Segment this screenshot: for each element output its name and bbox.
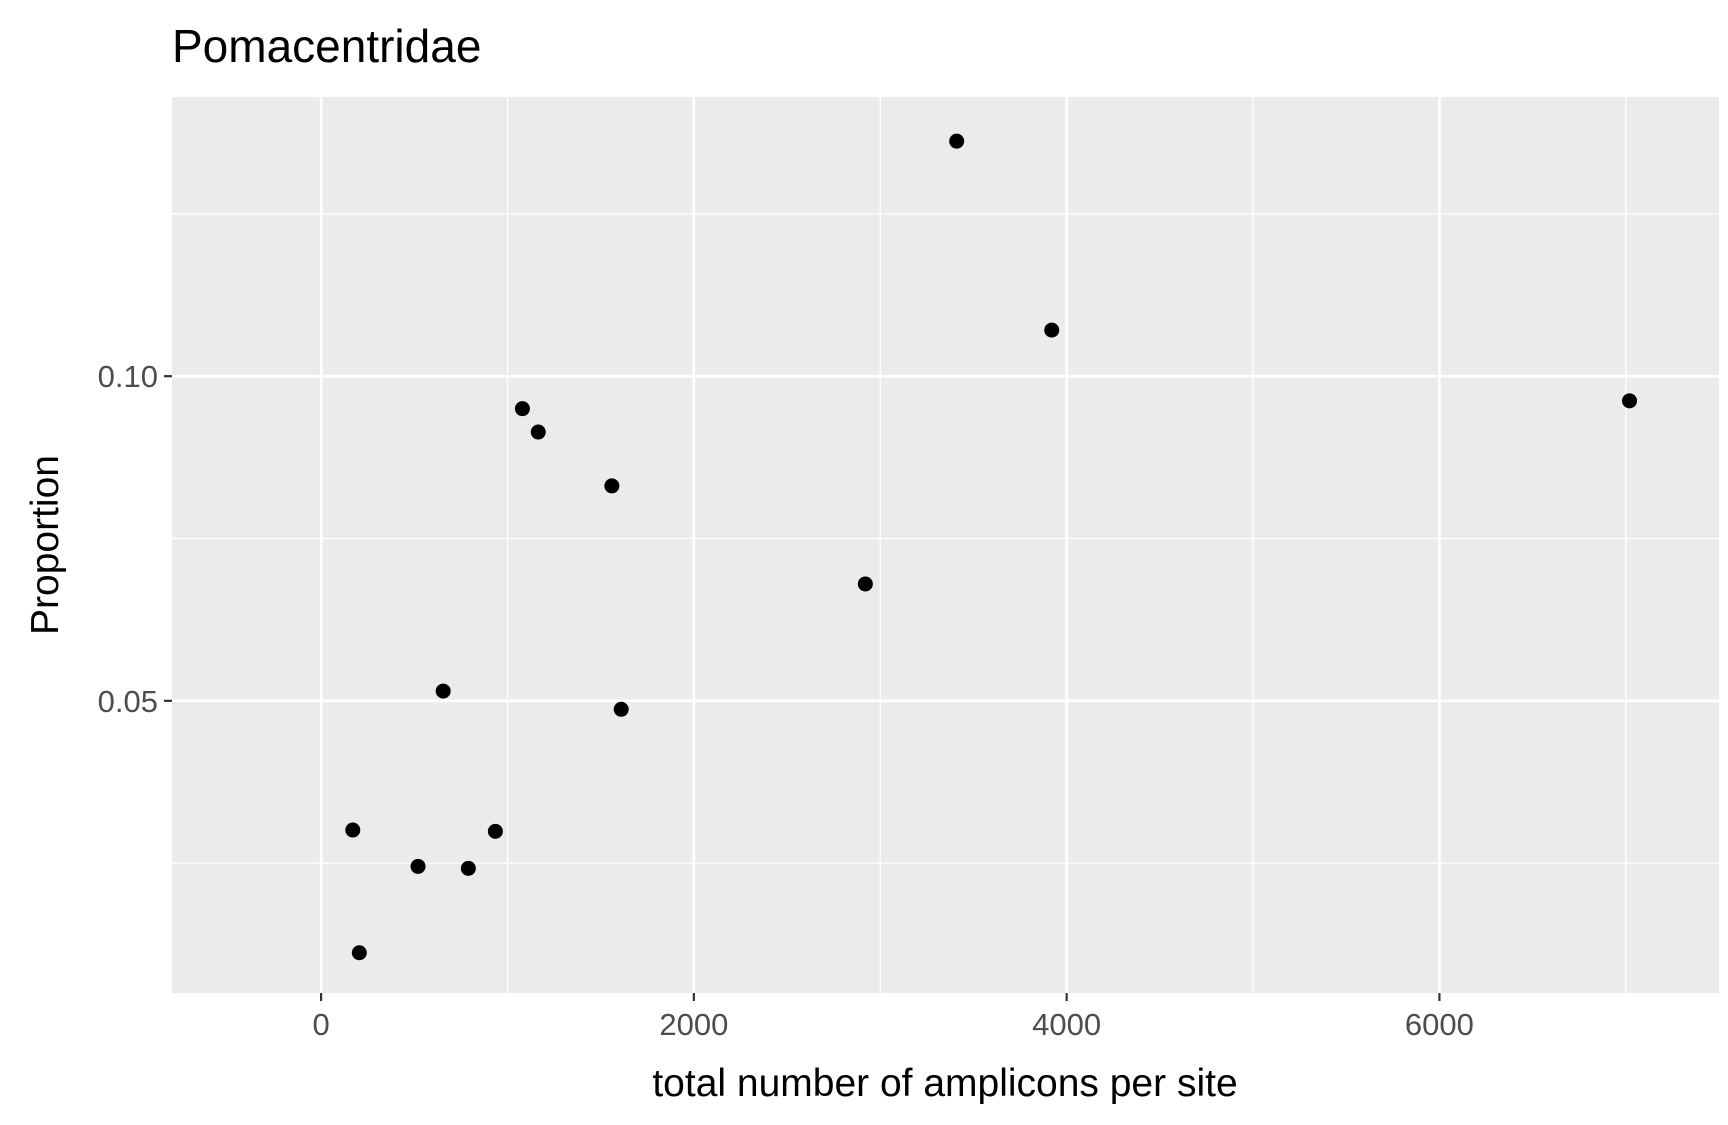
major-gridlines (172, 97, 1719, 993)
x-tick-label: 6000 (1405, 1007, 1474, 1042)
x-tick-label: 4000 (1032, 1007, 1101, 1042)
data-point (460, 860, 476, 876)
data-point (1622, 393, 1638, 409)
data-point (949, 133, 965, 149)
data-point (435, 683, 451, 699)
data-point (410, 858, 426, 874)
data-point (487, 823, 503, 839)
x-tick-label: 0 (312, 1007, 329, 1042)
data-point (530, 424, 546, 440)
chart-title: Pomacentridae (172, 20, 481, 72)
y-axis-title: Proportion (24, 455, 67, 635)
x-axis-title: total number of amplicons per site (652, 1062, 1237, 1105)
data-point (613, 701, 629, 717)
data-point (351, 945, 367, 961)
plot-panel (172, 97, 1719, 993)
y-axis-ticks: 0.05 0.10 (98, 359, 172, 719)
y-tick-label: 0.05 (98, 684, 158, 719)
x-axis-ticks: 0 2000 4000 6000 (312, 993, 1474, 1042)
y-tick-label: 0.10 (98, 359, 158, 394)
data-point (1044, 322, 1060, 338)
data-point (345, 822, 361, 838)
x-tick-label: 2000 (659, 1007, 728, 1042)
minor-gridlines (172, 97, 1719, 993)
data-point (857, 576, 873, 592)
data-point (604, 478, 620, 494)
data-point (514, 401, 530, 417)
data-points (345, 133, 1638, 961)
